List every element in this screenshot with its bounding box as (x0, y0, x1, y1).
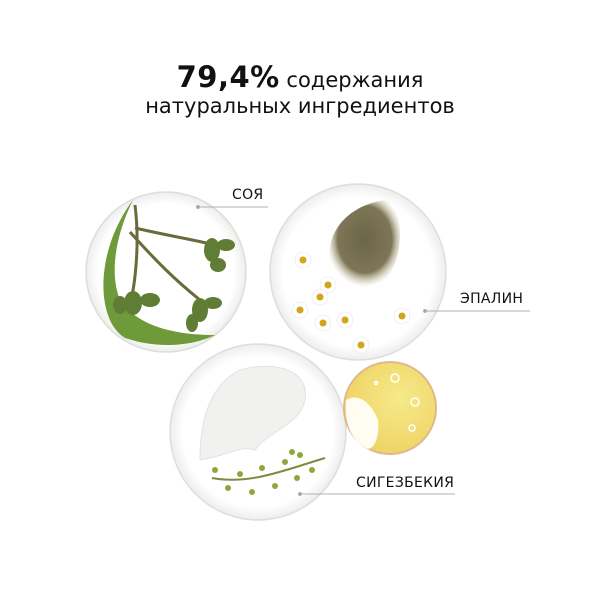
label-epalin: ЭПАЛИН (460, 291, 524, 307)
epalin-dish (269, 183, 447, 361)
headline-line-2: натуральных ингредиентов (145, 94, 455, 118)
soy-dish (85, 191, 247, 353)
headline-line-1: 79,4% содержания (0, 60, 600, 94)
natural-percent: 79,4% (176, 60, 280, 94)
siegesbeckia-dish (169, 343, 347, 521)
label-siegesbeckia: СИГЕЗБЕКИЯ (356, 475, 455, 491)
leader-lines (196, 205, 530, 496)
headline-text: содержания (286, 68, 424, 92)
chamomile-flowers (291, 251, 411, 354)
oil-dish (343, 361, 437, 455)
label-soy: СОЯ (232, 187, 264, 203)
